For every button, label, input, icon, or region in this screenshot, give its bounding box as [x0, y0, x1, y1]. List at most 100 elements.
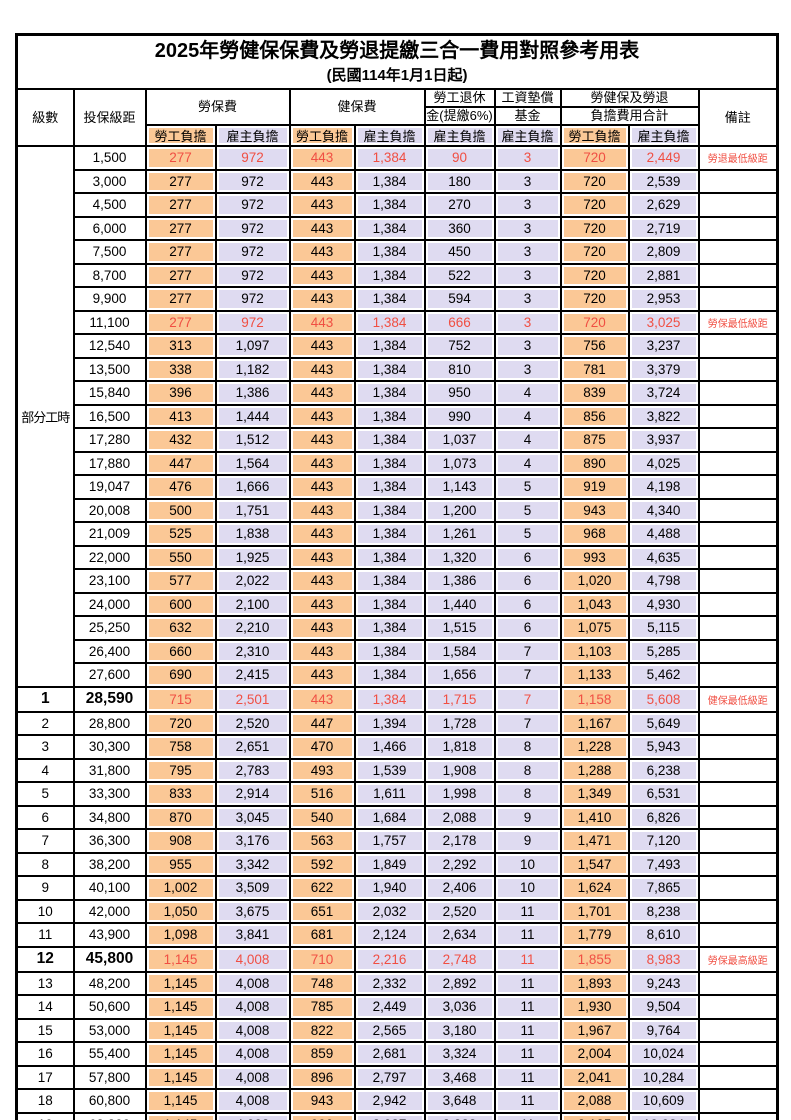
remark-cell — [697, 1064, 779, 1090]
fee-cell: 8 — [493, 781, 562, 807]
fee-cell: 443 — [288, 662, 356, 688]
fee-cell: 3,828 — [423, 1111, 496, 1120]
remark-cell — [697, 662, 779, 688]
table-row: 3 30,300 758 2,651 470 1,466 1,818 8 1,228 5,943 — [15, 734, 779, 760]
table-row: 3,000 277 972 443 1,384 180 3 720 2,539 — [17, 168, 779, 194]
bracket-cell: 15,840 — [72, 380, 147, 406]
col-header-pension-top: 勞工退休 — [423, 88, 496, 108]
fee-cell: 1,751 — [214, 497, 291, 523]
fee-cell: 2,100 — [214, 591, 291, 617]
fee-cell: 1,145 — [144, 1017, 217, 1043]
table-row: 21,009 525 1,838 443 1,384 1,261 5 968 4,488 — [17, 521, 779, 547]
table-row: 2 28,800 720 2,520 447 1,394 1,728 7 1,167 5,649 — [15, 710, 779, 736]
fee-cell: 5 — [493, 474, 562, 500]
fee-cell: 896 — [288, 1064, 356, 1090]
fee-cell: 3,036 — [423, 994, 496, 1020]
fee-cell: 4,008 — [214, 1017, 291, 1043]
bracket-cell: 34,800 — [72, 804, 147, 830]
remark-cell: 勞退最低級距 — [697, 145, 779, 171]
fee-cell: 7,493 — [627, 851, 700, 877]
fee-cell: 90 — [423, 145, 496, 171]
bracket-cell: 20,008 — [72, 497, 147, 523]
remark-cell — [697, 403, 779, 429]
fee-cell: 1,384 — [353, 239, 426, 265]
level-cell: 3 — [15, 734, 75, 760]
remark-cell — [697, 474, 779, 500]
fee-cell: 943 — [288, 1088, 356, 1114]
remark-cell — [697, 427, 779, 453]
fee-cell: 632 — [144, 615, 217, 641]
remark-cell — [697, 521, 779, 547]
table-row: 5 33,300 833 2,914 516 1,611 1,998 8 1,349 6,531 — [15, 781, 779, 807]
remark-cell — [697, 497, 779, 523]
table-row: 11 43,900 1,098 3,841 681 2,124 2,634 11 1,779 8,… — [15, 922, 779, 948]
fee-cell: 1,384 — [353, 192, 426, 218]
fee-cell: 3,509 — [214, 875, 291, 901]
fee-cell: 2,520 — [214, 710, 291, 736]
fee-cell: 270 — [423, 192, 496, 218]
fee-cell: 666 — [423, 309, 496, 335]
fee-cell: 720 — [559, 168, 630, 194]
fee-cell: 2,088 — [423, 804, 496, 830]
bracket-cell: 3,000 — [72, 168, 147, 194]
table-row: 24,000 600 2,100 443 1,384 1,440 6 1,043 4,930 — [17, 591, 779, 617]
table-body: 部分工時 1,500 277 972 443 1,384 90 3 720 2,449 勞退最低級距… — [15, 145, 779, 1120]
table-row: 18 60,800 1,145 4,008 943 2,942 3,648 11 2,088 10… — [15, 1088, 779, 1114]
fee-cell: 313 — [144, 333, 217, 359]
fee-cell: 1,384 — [353, 615, 426, 641]
table-row: 4 31,800 795 2,783 493 1,539 1,908 8 1,288 6,238 — [15, 757, 779, 783]
fee-cell: 1,384 — [353, 474, 426, 500]
fee-cell: 1,925 — [214, 544, 291, 570]
fee-cell: 3,379 — [627, 356, 700, 382]
fee-cell: 1,050 — [144, 898, 217, 924]
bracket-cell: 28,800 — [72, 710, 147, 736]
fee-cell: 690 — [144, 662, 217, 688]
bracket-cell: 33,300 — [72, 781, 147, 807]
fee-cell: 972 — [214, 215, 291, 241]
fee-cell: 6 — [493, 591, 562, 617]
col-header-wage-fund-bottom: 基金 — [493, 106, 562, 126]
fee-cell: 4,198 — [627, 474, 700, 500]
bracket-cell: 55,400 — [72, 1041, 147, 1067]
fee-cell: 2,634 — [423, 922, 496, 948]
fee-cell: 443 — [288, 568, 356, 594]
fee-cell: 1,384 — [353, 145, 426, 171]
fee-cell: 1,818 — [423, 734, 496, 760]
fee-cell: 1,386 — [214, 380, 291, 406]
fee-cell: 2,178 — [423, 828, 496, 854]
fee-cell: 2,022 — [214, 568, 291, 594]
fee-cell: 1,145 — [144, 1111, 217, 1120]
remark-cell — [697, 898, 779, 924]
fee-cell: 443 — [288, 262, 356, 288]
fee-cell: 1,838 — [214, 521, 291, 547]
subheader-labor-employee-share: 勞工負擔 — [144, 124, 217, 147]
fee-cell: 1,940 — [353, 875, 426, 901]
bracket-cell: 7,500 — [72, 239, 147, 265]
fee-cell: 1,103 — [559, 638, 630, 664]
fee-cell: 277 — [144, 309, 217, 335]
fee-cell: 443 — [288, 309, 356, 335]
subheader-health-employer-share: 雇主負擔 — [353, 124, 426, 147]
table-row: 23,100 577 2,022 443 1,384 1,386 6 1,020 4,798 — [17, 568, 779, 594]
remark-cell — [697, 828, 779, 854]
fee-cell: 2,565 — [353, 1017, 426, 1043]
fee-cell: 2,501 — [214, 685, 291, 713]
fee-cell: 1,384 — [353, 497, 426, 523]
fee-cell: 443 — [288, 544, 356, 570]
bracket-cell: 4,500 — [72, 192, 147, 218]
bracket-cell: 16,500 — [72, 403, 147, 429]
fee-cell: 1,998 — [423, 781, 496, 807]
fee-cell: 720 — [559, 286, 630, 312]
table-row: 10 42,000 1,050 3,675 651 2,032 2,520 11 1,701 8,… — [15, 898, 779, 924]
remark-cell — [697, 922, 779, 948]
fee-cell: 11 — [493, 945, 562, 973]
fee-cell: 2,310 — [214, 638, 291, 664]
fee-cell: 1,684 — [353, 804, 426, 830]
fee-cell: 972 — [214, 309, 291, 335]
col-header-health-fee: 健保費 — [288, 88, 426, 126]
table-row: 13,500 338 1,182 443 1,384 810 3 781 3,379 — [17, 356, 779, 382]
fee-cell: 1,386 — [423, 568, 496, 594]
level-cell: 17 — [15, 1064, 75, 1090]
fee-cell: 990 — [288, 1111, 356, 1120]
table-row: 6,000 277 972 443 1,384 360 3 720 2,719 — [17, 215, 779, 241]
